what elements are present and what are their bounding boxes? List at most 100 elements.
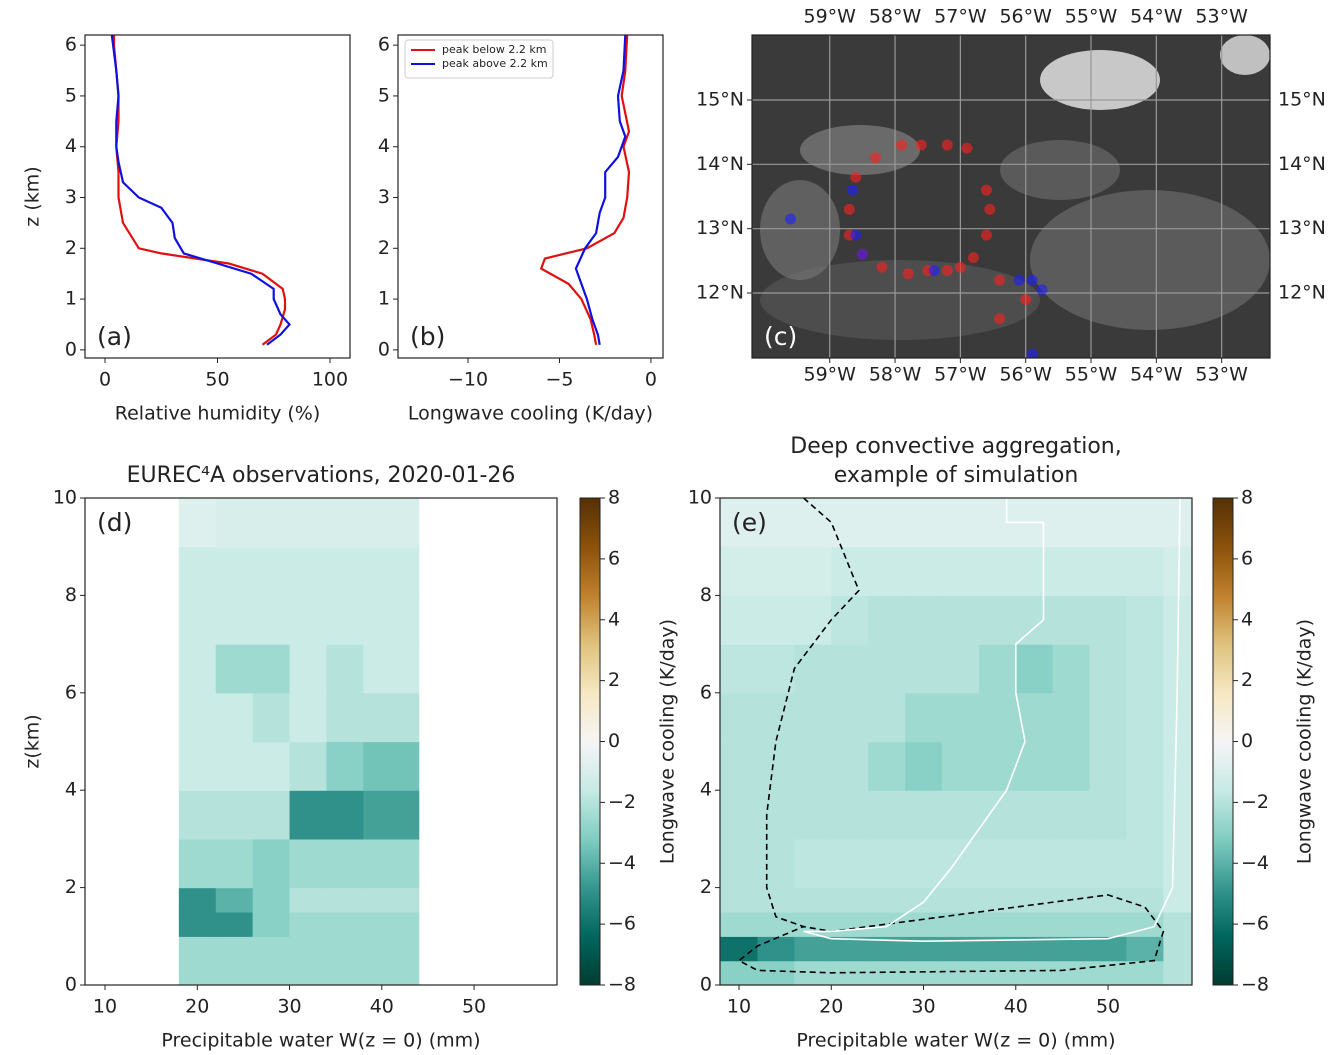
x-tick-label: 50 xyxy=(205,369,229,391)
contour-cell xyxy=(831,887,869,913)
colorbar-tick-label: 2 xyxy=(608,669,620,691)
contour-cell xyxy=(215,960,254,985)
x-axis-label: Longwave cooling (K/day) xyxy=(408,403,653,425)
x-tick-label: 54°W xyxy=(1130,364,1183,386)
contour-cell xyxy=(252,595,291,645)
y-tick-label: 6 xyxy=(65,34,77,56)
y-tick-label-right: 15°N xyxy=(1278,88,1326,110)
chart-title: example of simulation xyxy=(834,463,1079,488)
contour-cell xyxy=(757,741,795,791)
contour-cell xyxy=(794,887,832,913)
contour-cell xyxy=(289,911,328,937)
contour-cell xyxy=(215,498,254,548)
contour-cell xyxy=(252,936,291,962)
sonde-point xyxy=(967,252,979,264)
contour-cell xyxy=(1089,644,1128,694)
contour-cell xyxy=(978,546,1017,596)
contour-cell xyxy=(868,838,906,889)
contour-cell xyxy=(794,911,832,937)
contour-cell xyxy=(363,936,420,962)
panel-label: (a) xyxy=(97,322,132,351)
contour-cell xyxy=(757,644,795,694)
x-tick-label: 40 xyxy=(370,996,394,1018)
contour-cell xyxy=(978,692,1017,743)
sonde-point xyxy=(954,261,966,273)
colorbar xyxy=(1212,497,1234,986)
contour-cell xyxy=(1126,595,1164,645)
sonde-point xyxy=(1026,348,1038,358)
axes-frame xyxy=(719,497,1193,986)
contour-cell xyxy=(178,692,217,743)
contour-cell xyxy=(1089,887,1128,913)
y-tick-label: 4 xyxy=(65,135,77,157)
contour-cell xyxy=(178,498,217,548)
sonde-point xyxy=(941,139,953,151)
x-tick-label: 0 xyxy=(645,369,657,391)
contour-cell xyxy=(1089,911,1128,937)
contour-cell xyxy=(289,741,328,791)
contour-cell xyxy=(326,960,364,985)
contour-cell xyxy=(326,838,364,889)
sonde-point xyxy=(1036,284,1048,296)
contour-cell xyxy=(868,790,906,840)
y-tick-label: 4 xyxy=(700,779,712,801)
chart-title: EUREC⁴A observations, 2020-01-26 xyxy=(127,463,516,488)
x-tick-label-top: 58°W xyxy=(869,6,922,28)
x-tick-label: 20 xyxy=(185,996,209,1018)
contour-cell xyxy=(1015,838,1054,889)
contour-cell xyxy=(868,741,906,791)
panel-label: (b) xyxy=(410,322,445,351)
x-tick-label: 0 xyxy=(99,369,111,391)
contour-cell xyxy=(1052,936,1091,962)
legend-box xyxy=(404,39,554,79)
contour-cell xyxy=(720,644,759,694)
sonde-point xyxy=(850,229,862,241)
contour-cell xyxy=(794,790,832,840)
contour-cell xyxy=(794,741,832,791)
contour-cell xyxy=(1015,911,1054,937)
panel-label: (c) xyxy=(764,322,797,351)
contour-cell xyxy=(289,887,328,913)
contour-cell xyxy=(252,644,291,694)
x-tick-label: 100 xyxy=(312,369,348,391)
colorbar-tick-label: −2 xyxy=(1241,791,1269,813)
contour-cell xyxy=(831,546,869,596)
contour-cell xyxy=(1089,936,1128,962)
contour-cell xyxy=(757,887,795,913)
contour-cell xyxy=(905,644,943,694)
contour-cell xyxy=(831,838,869,889)
sonde-point xyxy=(981,184,993,196)
contour-cell xyxy=(363,790,420,840)
contour-cell xyxy=(289,595,328,645)
contour-cell xyxy=(978,741,1017,791)
contour-cell xyxy=(178,887,217,913)
contour-cell xyxy=(252,546,291,596)
colorbar-tick-label: 0 xyxy=(608,730,620,752)
legend-label: peak above 2.2 km xyxy=(442,57,548,70)
colorbar-tick-label: 0 xyxy=(1241,730,1253,752)
x-tick-label: 57°W xyxy=(934,364,987,386)
x-tick-label: 30 xyxy=(911,996,935,1018)
contour-cell xyxy=(757,546,795,596)
legend-label: peak below 2.2 km xyxy=(442,43,546,56)
contour-cell xyxy=(720,960,759,985)
satellite-image xyxy=(752,35,1270,358)
y-tick-label: 14°N xyxy=(696,153,744,175)
contour-cell xyxy=(720,911,759,937)
y-tick-label: 4 xyxy=(378,135,390,157)
contour-cell xyxy=(905,498,943,548)
colorbar-tick-label: −6 xyxy=(1241,913,1269,935)
contour-cell xyxy=(941,595,980,645)
contour-cell xyxy=(252,911,291,937)
x-tick-label: 10 xyxy=(93,996,117,1018)
contour-cell xyxy=(941,911,980,937)
contour-cell xyxy=(326,741,364,791)
sonde-point xyxy=(1013,274,1025,286)
y-tick-label-right: 14°N xyxy=(1278,153,1326,175)
colorbar-tick-label: 2 xyxy=(1241,669,1253,691)
contour-cell xyxy=(905,936,943,962)
contour-cell xyxy=(252,838,291,889)
contour-cell xyxy=(1052,546,1091,596)
y-tick-label: 3 xyxy=(378,186,390,208)
contour-cell xyxy=(1052,790,1091,840)
